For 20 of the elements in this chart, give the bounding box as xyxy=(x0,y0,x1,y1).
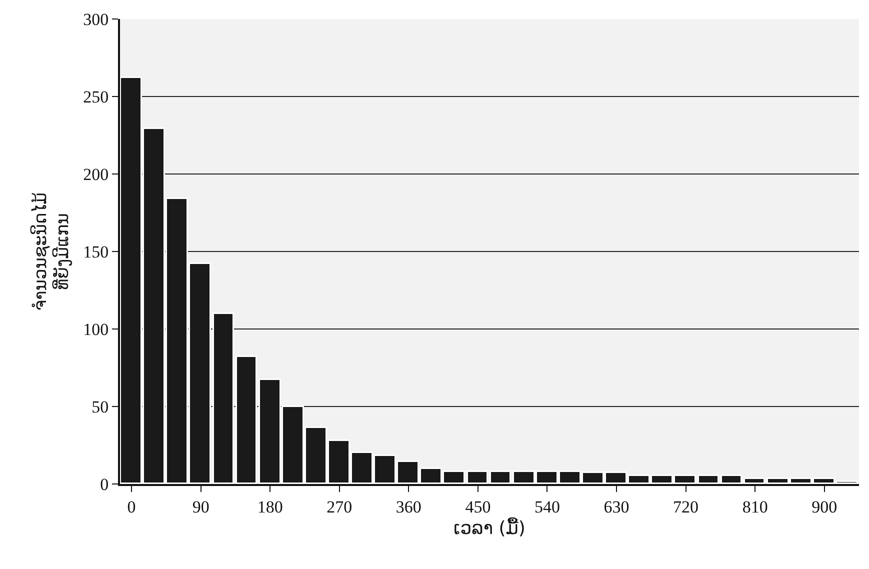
x-tick-label: 0 xyxy=(127,497,136,516)
x-tick-label: 90 xyxy=(192,497,210,516)
y-tick-label: 50 xyxy=(92,397,109,416)
y-axis-title: ຈຳນວນຊະນິດໄມ້ ທີ່ຍັງມີແກນ xyxy=(30,192,74,311)
x-tick-label: 720 xyxy=(673,497,699,516)
x-tick-label: 810 xyxy=(742,497,768,516)
y-tick-label: 300 xyxy=(83,10,109,29)
y-tick-label: 100 xyxy=(83,320,109,339)
x-tick-label: 540 xyxy=(534,497,560,516)
x-tick-label: 180 xyxy=(257,497,283,516)
x-tick-label: 450 xyxy=(465,497,491,516)
y-tick-label: 0 xyxy=(100,474,109,494)
y-tick-label: 150 xyxy=(83,242,109,262)
x-tick-label: 630 xyxy=(604,497,630,516)
x-tick-label: 900 xyxy=(812,497,838,516)
x-tick-label: 360 xyxy=(396,497,422,516)
x-tick-label: 270 xyxy=(326,497,352,516)
y-tick-label: 250 xyxy=(83,87,109,106)
y-tick-label: 200 xyxy=(83,164,109,184)
x-axis-title: ເວລາ (ມື້) xyxy=(454,517,526,539)
